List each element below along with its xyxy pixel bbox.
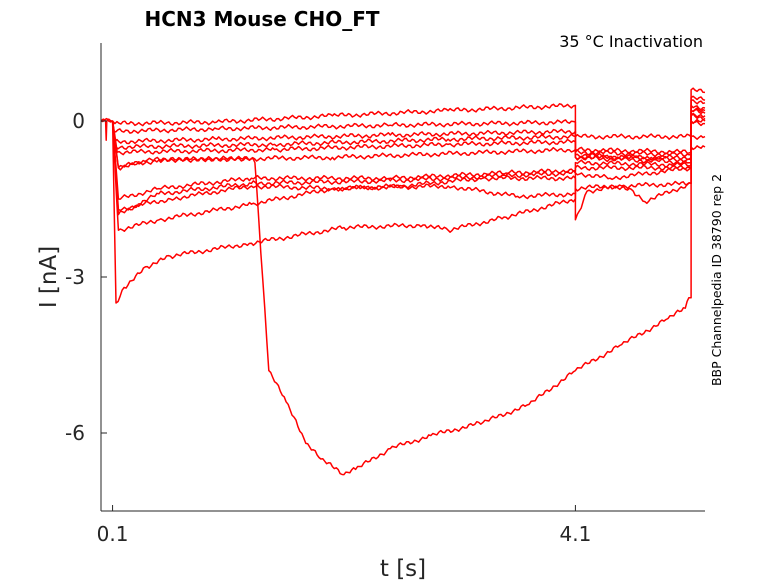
series-trace-10 — [111, 120, 705, 212]
series-trace-3 — [111, 113, 706, 158]
side-label: BBP Channelpedia ID 38790 rep 2 — [709, 174, 724, 386]
series-trace-12 — [111, 120, 706, 304]
y-tick-label: -3 — [65, 265, 85, 289]
series-trace-4 — [111, 104, 706, 161]
x-ticks: 0.1 4.1 — [97, 505, 591, 546]
y-ticks: 0 -3 -6 — [65, 109, 107, 445]
series-trace-6 — [111, 118, 706, 171]
series-trace-9 — [111, 112, 706, 216]
x-tick-label: 4.1 — [559, 522, 591, 546]
series-trace-7 — [111, 95, 706, 476]
traces — [100, 87, 706, 476]
chart-title: HCN3 Mouse CHO_FT — [144, 7, 379, 31]
series-trace-5 — [111, 99, 706, 163]
chart-subtitle: 35 °C Inactivation — [559, 32, 703, 51]
x-tick-label: 0.1 — [97, 522, 129, 546]
y-axis-label: I [nA] — [36, 246, 62, 308]
series-trace-1 — [100, 87, 706, 141]
series-trace-8 — [111, 107, 706, 200]
y-tick-label: -6 — [65, 421, 85, 445]
x-axis-label: t [s] — [380, 556, 426, 582]
y-tick-label: 0 — [72, 109, 85, 133]
